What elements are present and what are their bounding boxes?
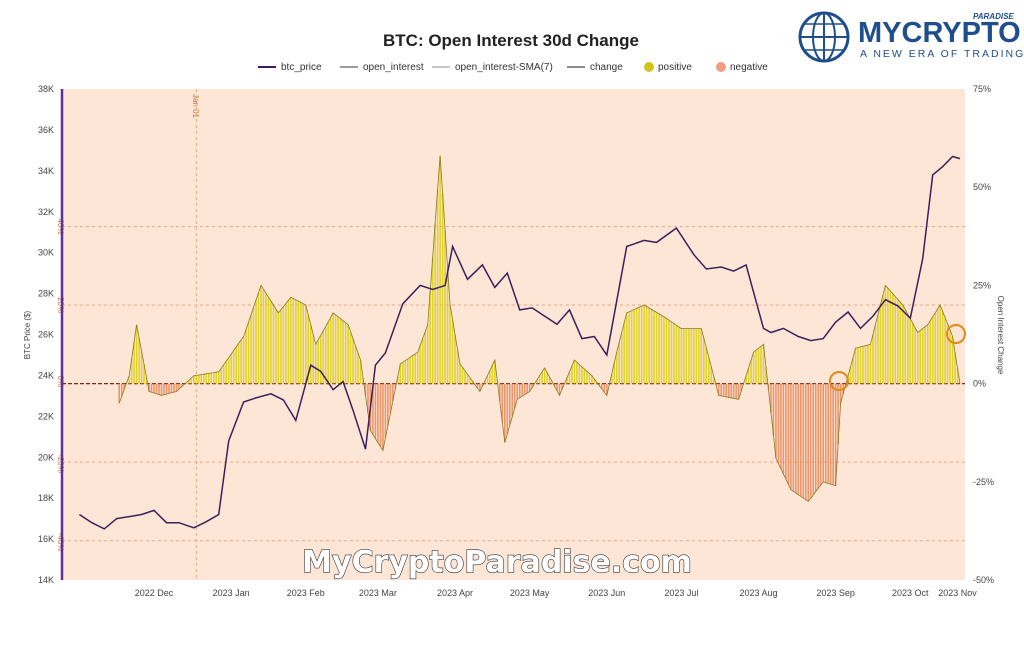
legend-label-negative: negative [730, 62, 768, 73]
x-tick-label: 2023 May [510, 588, 550, 598]
left-tick-label: 16K [38, 534, 54, 544]
left-tick-label: 38K [38, 84, 54, 94]
oi-change-series [118, 155, 961, 502]
left-axis-ticks: 38K 36K 34K 32K 30K 28K 26K 24K 22K 20K 18K 16K 14K [38, 84, 54, 585]
grid-pct-label: -40% [56, 533, 65, 552]
grid-pct-label: 20% [56, 297, 65, 313]
logo-main-text: MYCRYPTO [858, 17, 1021, 49]
left-tick-label: 28K [38, 289, 54, 299]
left-tick-label: 22K [38, 411, 54, 421]
chart-title: BTC: Open Interest 30d Change [383, 31, 639, 50]
legend: btc_price open_interest open_interest-SMA(… [258, 62, 768, 73]
change-line [118, 155, 961, 502]
right-tick-label: 50% [973, 182, 991, 192]
watermark-text: MyCryptoParadise.com [302, 545, 692, 580]
right-tick-label: 25% [973, 280, 991, 290]
legend-label-btc_price: btc_price [281, 62, 322, 73]
x-tick-label: 2022 Dec [135, 588, 174, 598]
x-tick-label: 2023 Apr [437, 588, 473, 598]
x-tick-label: 2023 Jun [588, 588, 625, 598]
right-tick-label: -50% [973, 575, 994, 585]
right-tick-label: -25% [973, 477, 994, 487]
legend-label-open_interest-SMA(7): open_interest-SMA(7) [455, 62, 553, 73]
left-tick-label: 26K [38, 330, 54, 340]
x-tick-label: 2023 Jan [213, 588, 250, 598]
left-tick-label: 30K [38, 248, 54, 258]
x-axis-ticks: 2022 Dec 2023 Jan 2023 Feb 2023 Mar 2023 Apr… [135, 588, 978, 598]
highlight-circle-nov [946, 324, 966, 344]
right-axis-label: Open Interest Change [996, 296, 1005, 375]
logo-tagline: A NEW ERA OF TRADING [860, 48, 1024, 60]
left-axis-label: BTC Price ($) [23, 310, 32, 359]
right-tick-label: 75% [973, 84, 991, 94]
right-axis-ticks: 75% 50% 25% 0% -25% -50% [973, 84, 994, 585]
grid-pct-label: -20% [56, 454, 65, 473]
legend-swatch-positive [644, 62, 654, 72]
jan01-annotation: Jan 01 [191, 94, 200, 119]
left-tick-label: 20K [38, 452, 54, 462]
x-tick-label: 2023 Aug [740, 588, 778, 598]
left-tick-label: 34K [38, 166, 54, 176]
x-tick-label: 2023 Mar [359, 588, 397, 598]
grid-pct-label: 40% [56, 218, 65, 234]
globe-icon [798, 11, 850, 63]
legend-swatch-negative [716, 62, 726, 72]
legend-label-positive: positive [658, 62, 692, 73]
grid: 40% 20% 0% -20% -40% [56, 89, 965, 580]
legend-label-change: change [590, 62, 623, 73]
legend-label-open_interest: open_interest [363, 62, 424, 73]
left-tick-label: 36K [38, 125, 54, 135]
left-tick-label: 24K [38, 370, 54, 380]
left-tick-label: 14K [38, 575, 54, 585]
left-tick-label: 18K [38, 493, 54, 503]
x-tick-label: 2023 Nov [938, 588, 977, 598]
x-tick-label: 2023 Oct [892, 588, 929, 598]
highlight-circle-sep [829, 371, 849, 391]
btc-price-line [78, 155, 961, 530]
plot-background [62, 89, 965, 580]
x-tick-label: 2023 Jul [664, 588, 698, 598]
logo: PARADISE MYCRYPTO A NEW ERA OF TRADING [798, 11, 1024, 63]
right-tick-label: 0% [973, 379, 986, 389]
x-tick-label: 2023 Sep [816, 588, 855, 598]
x-tick-label: 2023 Feb [287, 588, 325, 598]
grid-pct-label: 0% [56, 376, 65, 388]
logo-top-text: PARADISE [973, 12, 1014, 21]
left-tick-label: 32K [38, 207, 54, 217]
